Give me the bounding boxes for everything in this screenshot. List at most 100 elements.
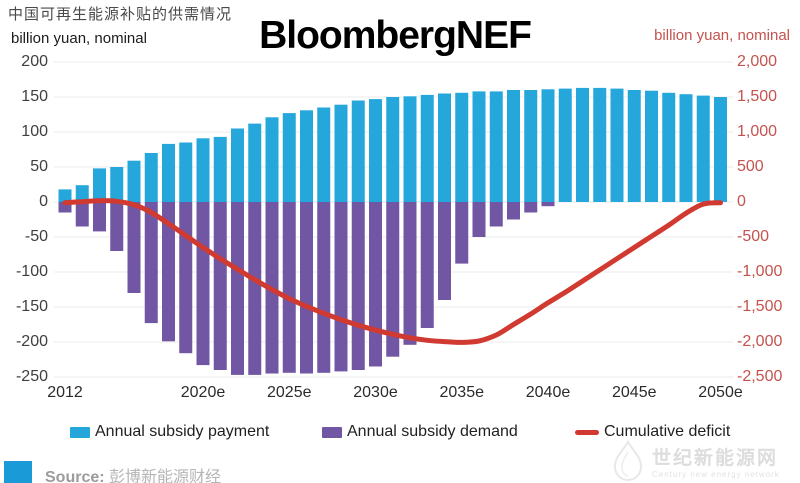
payment-bar: [714, 97, 727, 202]
demand-bar: [162, 202, 175, 342]
payment-bar: [93, 168, 106, 202]
demand-bar: [93, 202, 106, 232]
watermark-en: Century new energy network: [652, 469, 780, 479]
x-axis-tick-label: 2045e: [612, 384, 657, 401]
payment-bar: [110, 167, 124, 202]
left-axis-tick-label: -150: [15, 298, 48, 315]
payment-bar: [593, 87, 607, 202]
demand-bar: [438, 202, 451, 300]
left-axis-tick-label: -50: [24, 228, 48, 245]
payment-bar: [75, 185, 89, 202]
payment-bar: [300, 110, 313, 202]
payment-bar: [403, 96, 417, 202]
payment-bar: [162, 143, 175, 202]
payment-bar: [524, 90, 538, 202]
payment-bar: [369, 99, 382, 202]
demand-bar: [213, 202, 227, 370]
deficit-line-swatch-icon: [575, 429, 599, 435]
demand-bar: [489, 202, 503, 227]
demand-bar: [282, 202, 296, 373]
payment-bar: [438, 93, 451, 202]
payment-bar: [455, 92, 469, 202]
payment-bar: [576, 87, 589, 202]
left-axis-unit-label: billion yuan, nominal: [11, 30, 147, 47]
legend-item-annual-subsidy-payment: Annual subsidy payment: [70, 423, 269, 441]
demand-bar: [110, 202, 124, 251]
payment-bar: [334, 104, 348, 202]
payment-bar: [144, 153, 158, 202]
payment-bar: [248, 123, 262, 202]
payment-bar: [213, 136, 227, 202]
demand-bar: [334, 202, 348, 372]
legend-label-payment: Annual subsidy payment: [95, 423, 270, 440]
left-axis-tick-label: -250: [15, 368, 48, 385]
cumulative-deficit-line: [62, 198, 723, 345]
payment-bar: [351, 100, 365, 202]
legend-label-demand: Annual subsidy demand: [347, 423, 518, 440]
demand-bar: [351, 202, 365, 370]
legend-label-deficit: Cumulative deficit: [604, 423, 731, 440]
source-label: Source:: [45, 469, 105, 483]
payment-bar: [420, 94, 434, 202]
demand-bar: [507, 202, 520, 220]
left-axis-tick-label: -200: [15, 333, 48, 350]
watermark: 世纪新能源网 Century new energy network: [608, 438, 798, 483]
demand-bar: [58, 202, 72, 213]
left-axis-tick-label: 150: [21, 88, 48, 105]
right-axis-tick-label: 1,500: [737, 88, 778, 105]
x-axis-tick-label: 2025e: [267, 384, 312, 401]
payment-bar: [472, 91, 486, 202]
legend-item-cumulative-deficit: Cumulative deficit: [575, 423, 730, 441]
payment-bar: [507, 90, 520, 202]
payment-bar: [489, 91, 503, 202]
payment-bar: [679, 94, 693, 202]
payment-bar: [265, 117, 279, 202]
x-axis-tick-label: 2020e: [180, 384, 226, 401]
payment-bar: [127, 160, 141, 202]
right-axis-tick-label: -2,000: [737, 333, 783, 350]
payment-bar: [179, 142, 193, 202]
demand-bar: [127, 202, 141, 293]
x-axis-tick-label: 2030e: [353, 384, 398, 401]
demand-bar: [455, 202, 469, 264]
demand-bar: [196, 202, 210, 366]
payment-bar: [662, 92, 676, 202]
left-axis-tick-label: -100: [15, 263, 48, 280]
source-name: 彭博新能源财经: [109, 469, 222, 483]
right-axis-tick-label: -500: [737, 228, 770, 245]
x-axis-tick-label: 2012: [47, 384, 83, 401]
demand-bar: [179, 202, 193, 354]
payment-bar: [317, 107, 331, 202]
payment-bar: [558, 88, 572, 202]
payment-bar: [196, 138, 210, 202]
x-axis-tick-label: 2035e: [439, 384, 485, 401]
demand-bar: [369, 202, 382, 367]
watermark-text: 世纪新能源网 Century new energy network: [652, 443, 780, 479]
demand-bar: [75, 202, 89, 227]
bnef-logo-icon: [4, 461, 32, 483]
x-axis-tick-label: 2050e: [698, 384, 743, 401]
right-axis-tick-label: -1,000: [737, 263, 783, 280]
demand-bar: [248, 202, 262, 375]
payment-bar: [645, 90, 658, 202]
demand-bar: [317, 202, 331, 373]
right-axis-tick-label: 1,000: [737, 123, 778, 140]
page-title: 中国可再生能源补贴的供需情况: [8, 6, 233, 23]
demand-bar: [231, 202, 244, 375]
right-axis-unit-label: billion yuan, nominal: [654, 27, 790, 44]
payment-bar: [610, 88, 624, 202]
demand-bar: [403, 202, 417, 345]
payment-bar: [386, 97, 400, 202]
payment-swatch-icon: [70, 426, 90, 438]
left-axis-tick-label: 50: [30, 158, 48, 175]
demand-bar: [420, 202, 434, 328]
watermark-leaf-icon: [613, 439, 643, 481]
right-axis-tick-label: 500: [737, 158, 764, 175]
demand-bar: [144, 202, 158, 324]
payment-bar: [231, 128, 244, 202]
right-axis-tick-label: -2,500: [737, 368, 783, 385]
left-axis-tick-label: 100: [21, 123, 48, 140]
left-axis-tick-label: 200: [21, 53, 48, 70]
